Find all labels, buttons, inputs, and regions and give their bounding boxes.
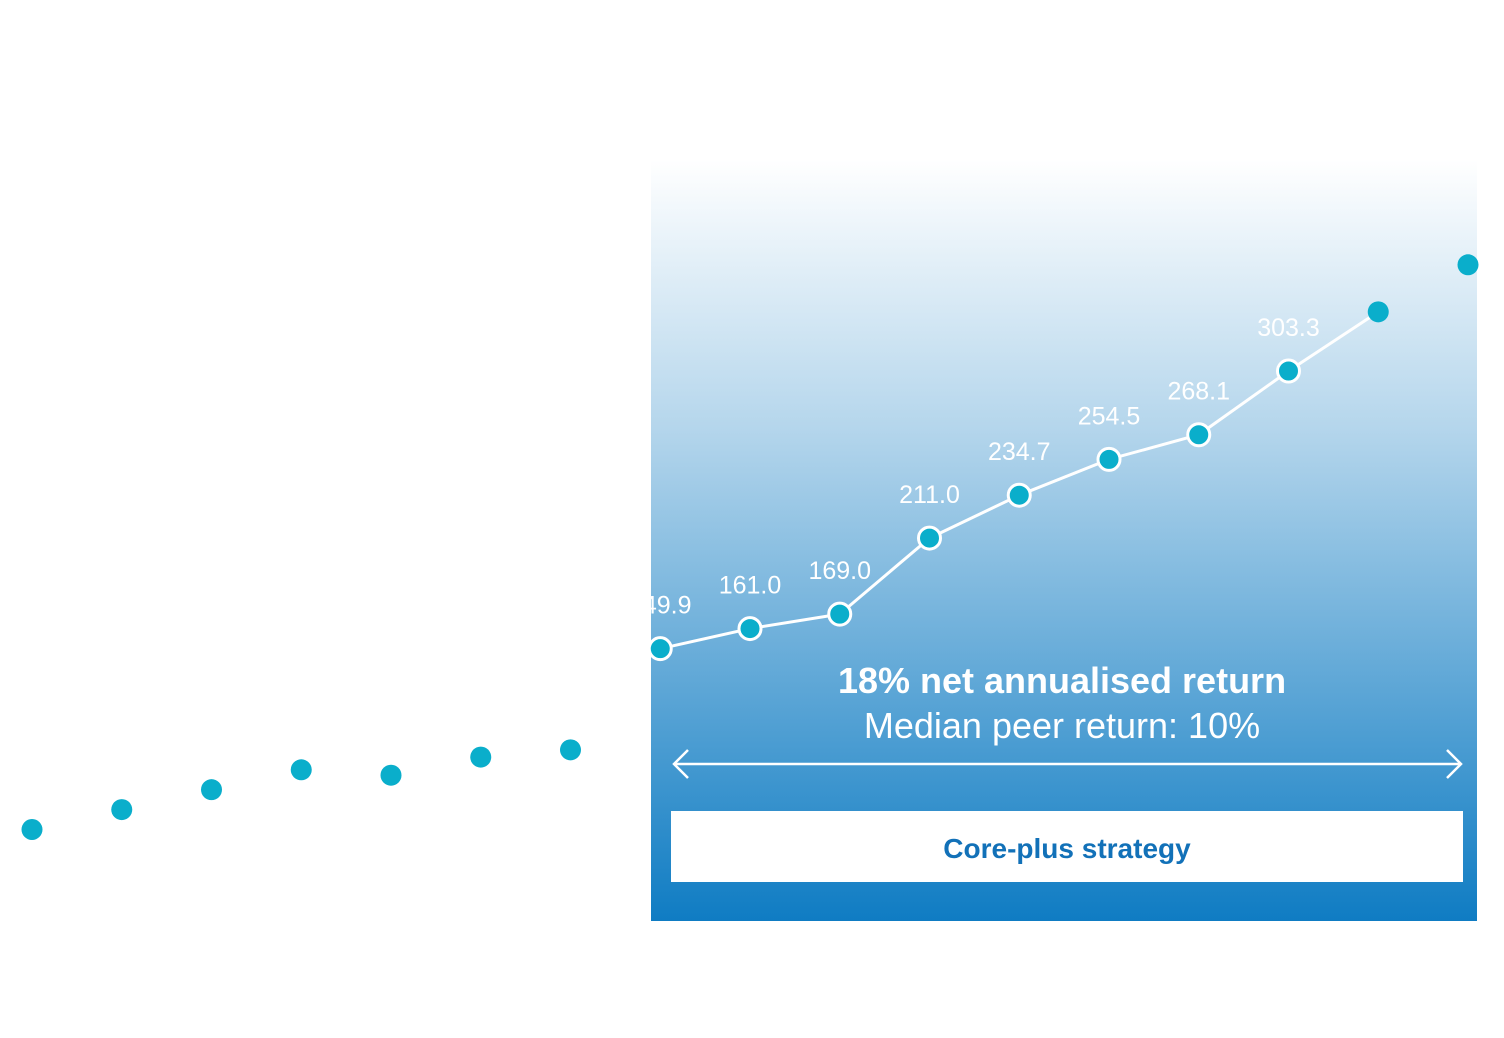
data-label-layer: 149.9 161.0 169.0 211.0 234.7 254.5 268.1 303.3 (629, 314, 1320, 620)
series-marker-layer (21, 254, 1479, 840)
data-label: 161.0 (719, 572, 782, 600)
range-arrow-right-head (1446, 749, 1463, 779)
data-point (380, 764, 402, 786)
data-label: 268.1 (1167, 378, 1230, 406)
data-label: 149.9 (629, 592, 692, 620)
series-line-segment (659, 627, 751, 651)
data-label: 303.3 (1257, 314, 1320, 342)
range-arrow (672, 749, 1463, 779)
data-point (1367, 301, 1389, 323)
series-line-segment (1108, 433, 1200, 461)
data-point (827, 601, 853, 627)
data-point (111, 799, 133, 821)
highlight-panel (651, 160, 1477, 921)
data-point (290, 759, 312, 781)
data-label: 234.7 (988, 438, 1051, 466)
data-point (1186, 422, 1212, 448)
data-label: 169.0 (808, 557, 871, 585)
data-point (470, 746, 492, 768)
annotation-headline: 18% net annualised return (838, 660, 1286, 701)
series-line-segment (838, 536, 931, 616)
series-line-segment (749, 612, 840, 631)
range-arrow-left-head (672, 749, 689, 779)
data-label: 211.0 (899, 481, 960, 509)
strategy-label: Core-plus strategy (943, 833, 1191, 864)
data-point (201, 779, 222, 801)
series-line-segment (1197, 369, 1290, 436)
data-point (1457, 254, 1479, 276)
data-point (737, 616, 763, 642)
data-point (1006, 482, 1032, 508)
strategy-box (671, 811, 1463, 882)
annotation-subline: Median peer return: 10% (864, 705, 1260, 746)
data-point (647, 636, 673, 662)
series-line-segment (928, 493, 1020, 540)
series-line-layer (659, 310, 1380, 651)
data-point (21, 819, 43, 840)
data-point (560, 739, 581, 761)
data-point (917, 525, 942, 551)
data-point (1096, 446, 1122, 472)
data-point (1276, 358, 1301, 384)
series-line-segment (1018, 457, 1110, 497)
series-line-segment (1287, 310, 1380, 373)
data-label: 254.5 (1078, 402, 1141, 430)
